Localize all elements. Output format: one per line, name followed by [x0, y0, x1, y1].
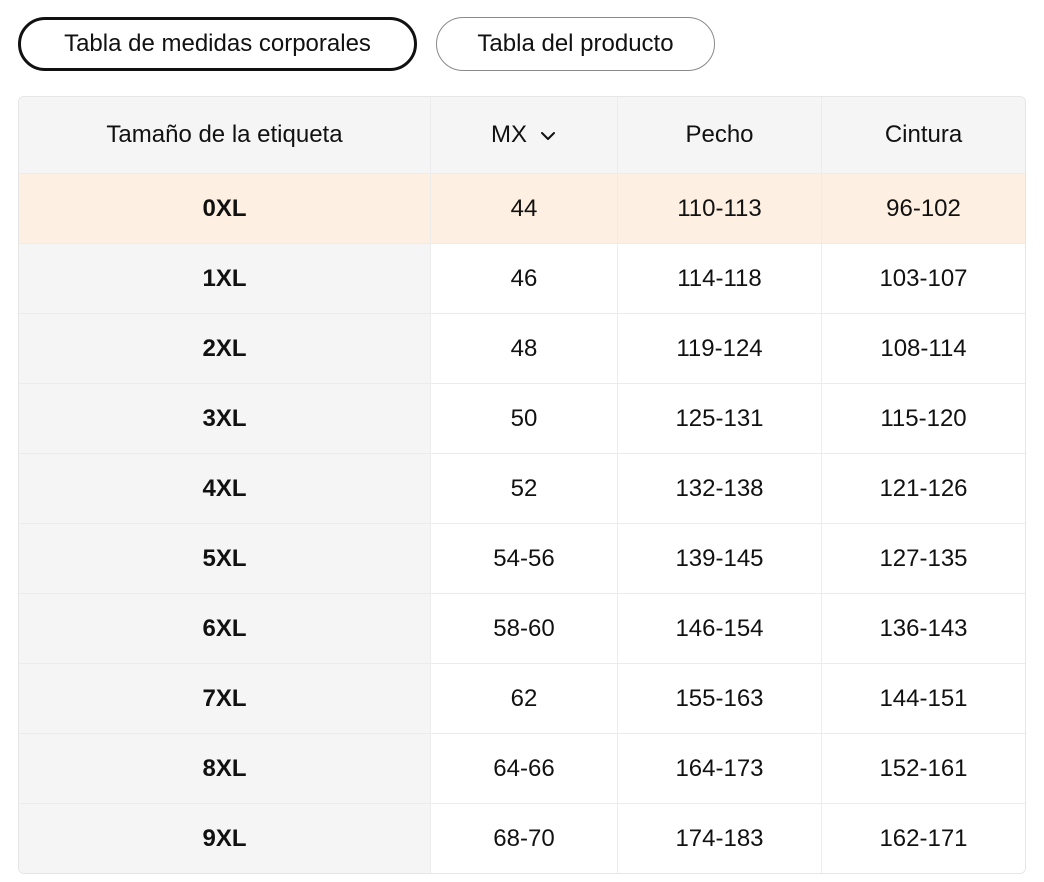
size-table: Tamaño de la etiqueta MX Pecho Cintura 0…	[18, 96, 1026, 874]
table-row: 5XL 54-56 139-145 127-135	[19, 524, 1025, 594]
table-row: 8XL 64-66 164-173 152-161	[19, 734, 1025, 804]
row-size: 6XL	[19, 594, 431, 664]
table-row: 0XL 44 110-113 96-102	[19, 174, 1025, 244]
row-chest: 174-183	[618, 804, 822, 873]
row-waist: 162-171	[822, 804, 1025, 873]
row-chest: 146-154	[618, 594, 822, 664]
row-size: 0XL	[19, 174, 431, 244]
header-chest: Pecho	[618, 97, 822, 174]
row-waist: 127-135	[822, 524, 1025, 594]
row-size: 9XL	[19, 804, 431, 873]
row-mx: 50	[431, 384, 618, 454]
row-waist: 96-102	[822, 174, 1025, 244]
row-waist: 103-107	[822, 244, 1025, 314]
row-waist: 115-120	[822, 384, 1025, 454]
row-size: 4XL	[19, 454, 431, 524]
row-chest: 164-173	[618, 734, 822, 804]
table-row: 2XL 48 119-124 108-114	[19, 314, 1025, 384]
header-waist: Cintura	[822, 97, 1025, 174]
table-row: 4XL 52 132-138 121-126	[19, 454, 1025, 524]
row-waist: 136-143	[822, 594, 1025, 664]
row-size: 3XL	[19, 384, 431, 454]
row-waist: 152-161	[822, 734, 1025, 804]
row-size: 2XL	[19, 314, 431, 384]
row-waist: 108-114	[822, 314, 1025, 384]
row-mx: 54-56	[431, 524, 618, 594]
row-waist: 144-151	[822, 664, 1025, 734]
size-chart-tabs: Tabla de medidas corporales Tabla del pr…	[18, 17, 715, 71]
row-size: 5XL	[19, 524, 431, 594]
region-dropdown[interactable]: MX	[491, 121, 557, 149]
table-row: 3XL 50 125-131 115-120	[19, 384, 1025, 454]
row-chest: 132-138	[618, 454, 822, 524]
table-row: 1XL 46 114-118 103-107	[19, 244, 1025, 314]
row-size: 1XL	[19, 244, 431, 314]
row-mx: 44	[431, 174, 618, 244]
row-chest: 155-163	[618, 664, 822, 734]
table-row: 9XL 68-70 174-183 162-171	[19, 804, 1025, 873]
region-label: MX	[491, 121, 527, 148]
row-chest: 114-118	[618, 244, 822, 314]
row-chest: 119-124	[618, 314, 822, 384]
row-mx: 48	[431, 314, 618, 384]
row-mx: 64-66	[431, 734, 618, 804]
row-chest: 139-145	[618, 524, 822, 594]
table-row: 6XL 58-60 146-154 136-143	[19, 594, 1025, 664]
row-waist: 121-126	[822, 454, 1025, 524]
row-chest: 110-113	[618, 174, 822, 244]
row-mx: 58-60	[431, 594, 618, 664]
row-mx: 68-70	[431, 804, 618, 873]
table-header-row: Tamaño de la etiqueta MX Pecho Cintura	[19, 97, 1025, 174]
row-size: 7XL	[19, 664, 431, 734]
header-region-select[interactable]: MX	[431, 97, 618, 174]
row-size: 8XL	[19, 734, 431, 804]
tab-body-measurements[interactable]: Tabla de medidas corporales	[18, 17, 417, 71]
row-chest: 125-131	[618, 384, 822, 454]
row-mx: 52	[431, 454, 618, 524]
chevron-down-icon	[541, 132, 555, 140]
row-mx: 46	[431, 244, 618, 314]
table-row: 7XL 62 155-163 144-151	[19, 664, 1025, 734]
tab-product-chart[interactable]: Tabla del producto	[436, 17, 715, 71]
row-mx: 62	[431, 664, 618, 734]
header-tag-size: Tamaño de la etiqueta	[19, 97, 431, 174]
